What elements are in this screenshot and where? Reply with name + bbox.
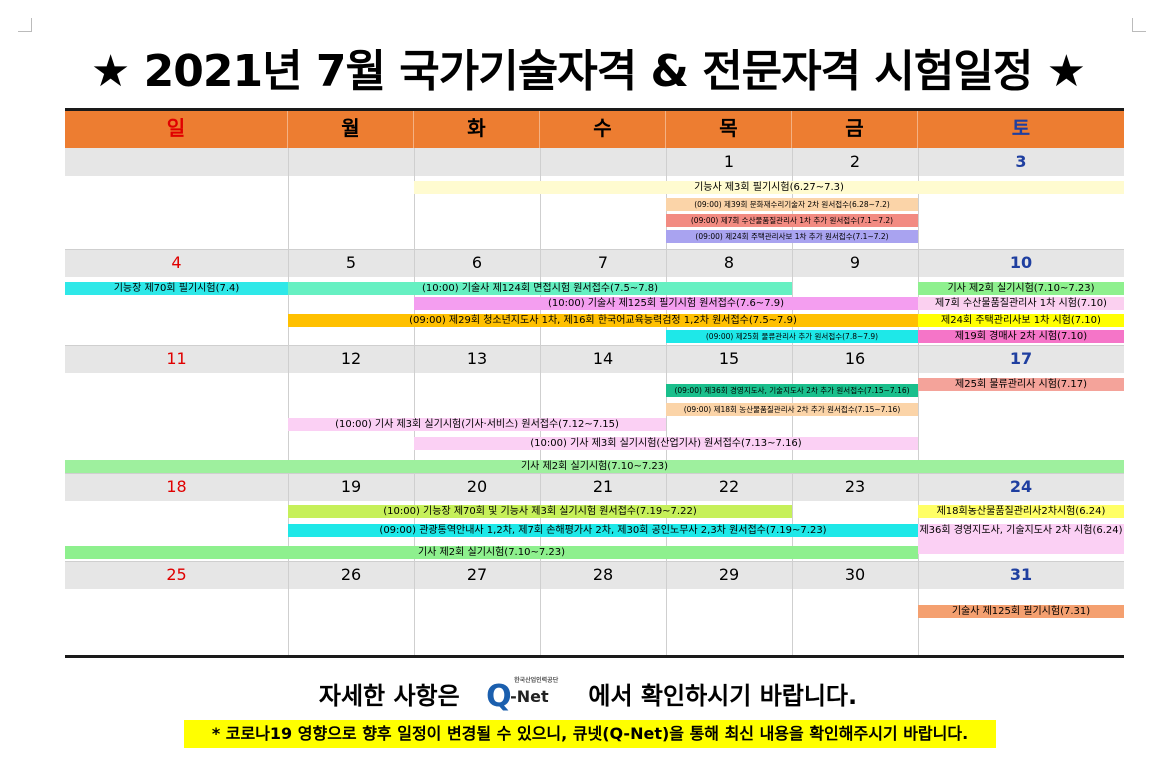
crop-mark-top-right <box>1132 18 1146 32</box>
day-cell: 23 <box>844 477 866 496</box>
header-top-rule <box>65 108 1124 111</box>
day-cell: 5 <box>345 253 357 272</box>
calendar: 일 월 화 수 목 금 토 1 2 3 4 5 6 7 8 9 10 11 12… <box>65 108 1124 658</box>
grid-line <box>540 148 541 655</box>
footer-text-after: 에서 확인하시기 바랍니다. <box>588 682 858 710</box>
day-cell: 28 <box>592 565 614 584</box>
event-bar: (09:00) 제25회 물류관리사 추가 원서접수(7.8~7.9) <box>666 330 918 343</box>
event-bar: 제18회농산물품질관리사2차시험(6.24) <box>918 505 1124 518</box>
grid-line <box>792 148 793 655</box>
week-4-date-bar <box>65 473 1124 501</box>
event-bar: 기사 제2회 실기시험(7.10~7.23) <box>65 460 1124 473</box>
event-bar: (09:00) 제24회 주택관리사보 1차 추가 원서접수(7.1~7.2) <box>666 230 918 243</box>
page-title: ★ 2021년 7월 국가기술자격 & 전문자격 시험일정 ★ <box>90 46 1086 97</box>
day-cell: 29 <box>718 565 740 584</box>
week-3-date-bar <box>65 345 1124 373</box>
grid-line <box>65 345 1124 346</box>
grid-line <box>65 473 1124 474</box>
grid-line <box>288 148 289 655</box>
day-cell: 8 <box>723 253 735 272</box>
day-cell: 6 <box>471 253 483 272</box>
event-bar: 제24회 주택관리사보 1차 시험(7.10) <box>918 314 1124 327</box>
day-cell: 18 <box>166 477 187 496</box>
event-bar: (09:00) 제29회 청소년지도사 1차, 제16회 한국어교육능력검정 1… <box>288 314 918 327</box>
weekday-mon: 월 <box>288 108 414 148</box>
weekday-sat: 토 <box>918 108 1124 148</box>
day-cell: 14 <box>592 349 614 368</box>
event-bar: (09:00) 제7회 수산물품질관리사 1차 추가 원서접수(7.1~7.2) <box>666 214 918 227</box>
event-bar: (10:00) 기술사 제125회 필기시험 원서접수(7.6~7.9) <box>414 297 918 310</box>
weekday-thu: 목 <box>666 108 792 148</box>
day-cell: 11 <box>166 349 187 368</box>
event-bar: 기사 제2회 실기시험(7.10~7.23) <box>918 282 1124 295</box>
grid-line <box>65 561 1124 562</box>
day-cell: 16 <box>844 349 866 368</box>
day-cell: 3 <box>1015 152 1027 171</box>
day-cell: 1 <box>723 152 735 171</box>
day-cell: 31 <box>1009 565 1033 584</box>
notice-banner: * 코로나19 영향으로 향후 일정이 변경될 수 있으니, 큐넷(Q-Net)… <box>184 720 996 748</box>
grid-line <box>666 148 667 655</box>
day-cell: 10 <box>1009 253 1033 272</box>
week-2-date-bar <box>65 249 1124 277</box>
day-cell: 4 <box>171 253 182 272</box>
day-cell: 20 <box>466 477 488 496</box>
weekday-tue: 화 <box>414 108 540 148</box>
weekday-fri: 금 <box>792 108 918 148</box>
event-bar: 제36회 경영지도사, 기술지도사 2차 시험(6.24) <box>918 524 1124 554</box>
event-bar: (10:00) 기사 제3회 실기시험(산업기사) 원서접수(7.13~7.16… <box>414 437 918 450</box>
grid-line <box>918 148 919 655</box>
crop-mark-top-left <box>18 18 32 32</box>
event-bar: (09:00) 제18회 농산물품질관리사 2차 추가 원서접수(7.15~7.… <box>666 403 918 416</box>
day-cell: 2 <box>849 152 861 171</box>
qnet-net-text: -Net <box>510 687 549 706</box>
qnet-q-letter: Q <box>486 679 512 714</box>
day-cell: 27 <box>466 565 488 584</box>
day-cell: 9 <box>849 253 861 272</box>
qnet-logo-caption: 한국산업인력공단 <box>514 677 559 684</box>
event-bar: (09:00) 제39회 문화재수리기술자 2차 원서접수(6.28~7.2) <box>666 198 918 211</box>
day-cell: 22 <box>718 477 740 496</box>
day-cell: 25 <box>166 565 187 584</box>
week-1-date-bar <box>65 148 1124 176</box>
event-bar: 기사 제2회 실기시험(7.10~7.23) <box>65 546 918 559</box>
event-bar: 기술사 제125회 필기시험(7.31) <box>918 605 1124 618</box>
week-5-date-bar <box>65 561 1124 589</box>
event-bar: 제25회 물류관리사 시험(7.17) <box>918 378 1124 391</box>
day-cell: 19 <box>340 477 362 496</box>
day-cell: 21 <box>592 477 614 496</box>
footer-text-before: 자세한 사항은 <box>318 682 460 710</box>
footer-message: 자세한 사항은 한국산업인력공단 Q -Net 에서 확인하시기 바랍니다. <box>0 676 1176 716</box>
day-cell: 15 <box>718 349 740 368</box>
event-bar: (10:00) 기술사 제124회 면접시험 원서접수(7.5~7.8) <box>288 282 792 295</box>
weekday-sun: 일 <box>65 108 288 148</box>
event-bar: 제7회 수산물품질관리사 1차 시험(7.10) <box>918 297 1124 310</box>
event-bar: 기능장 제70회 필기시험(7.4) <box>65 282 288 295</box>
weekday-wed: 수 <box>540 108 666 148</box>
day-cell: 12 <box>340 349 362 368</box>
grid-line <box>414 148 415 655</box>
day-cell: 13 <box>466 349 488 368</box>
event-bar: (09:00) 제36회 경영지도사, 기술지도사 2차 추가 원서접수(7.1… <box>666 384 918 397</box>
event-bar: (10:00) 기사 제3회 실기시험(기사·서비스) 원서접수(7.12~7.… <box>288 418 666 431</box>
event-bar: (10:00) 기능장 제70회 및 기능사 제3회 실기시험 원서접수(7.1… <box>288 505 792 518</box>
qnet-logo[interactable]: 한국산업인력공단 Q -Net <box>486 677 562 717</box>
day-cell: 7 <box>597 253 609 272</box>
day-cell: 26 <box>340 565 362 584</box>
day-cell: 30 <box>844 565 866 584</box>
grid-line <box>65 249 1124 250</box>
calendar-bottom-rule <box>65 655 1124 658</box>
event-bar: 기능사 제3회 필기시험(6.27~7.3) <box>414 181 1124 194</box>
day-cell: 24 <box>1009 477 1033 496</box>
event-bar: (09:00) 관광통역안내사 1,2차, 제7회 손해평가사 2차, 제30회… <box>288 524 918 537</box>
day-cell: 17 <box>1009 349 1033 368</box>
event-bar: 제19회 경매사 2차 시험(7.10) <box>918 330 1124 343</box>
